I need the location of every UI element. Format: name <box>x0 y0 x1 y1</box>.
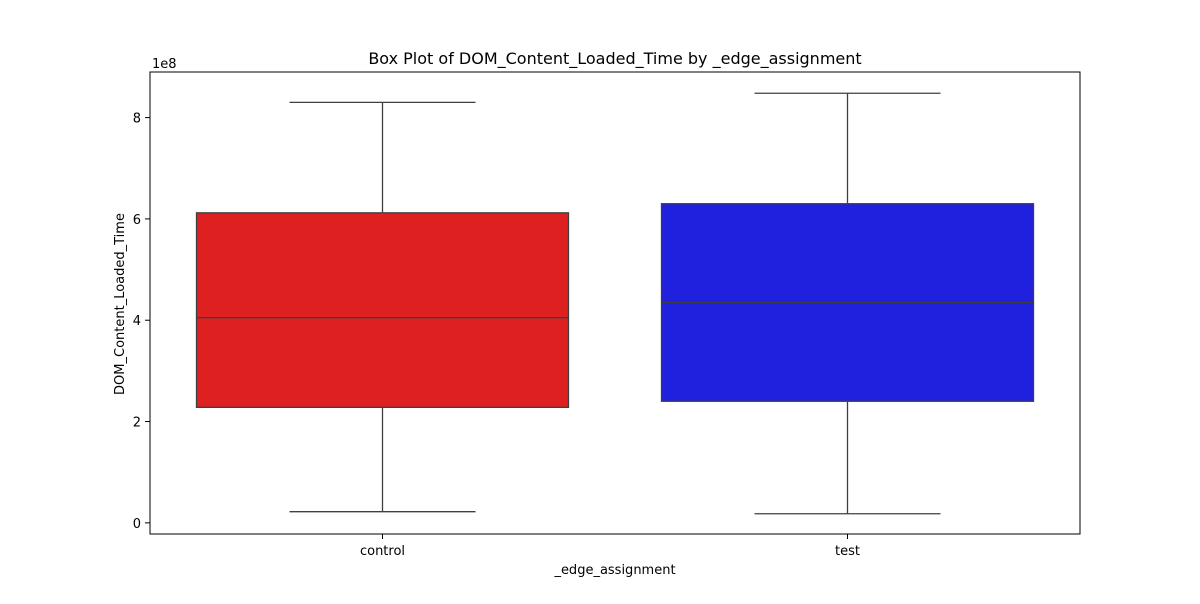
chart-title: Box Plot of DOM_Content_Loaded_Time by _… <box>368 49 861 69</box>
y-tick-label: 0 <box>133 517 141 532</box>
x-axis-label: _edge_assignment <box>553 563 675 578</box>
y-tick-label: 2 <box>133 416 141 431</box>
plot-layer: 0 2 4 6 8 control test <box>133 92 1035 559</box>
box-control <box>195 101 570 513</box>
iqr-box <box>195 212 570 409</box>
plot-frame <box>149 71 1081 535</box>
y-tick-label: 6 <box>133 213 141 228</box>
y-axis-offset-label: 1e8 <box>152 57 177 72</box>
y-axis-label: DOM_Content_Loaded_Time <box>113 213 128 395</box>
x-tick-label: test <box>835 544 860 559</box>
box-test <box>660 92 1035 515</box>
x-tick-label: control <box>360 544 405 559</box>
y-tick-label: 8 <box>133 112 141 127</box>
y-tick-label: 4 <box>133 314 141 329</box>
